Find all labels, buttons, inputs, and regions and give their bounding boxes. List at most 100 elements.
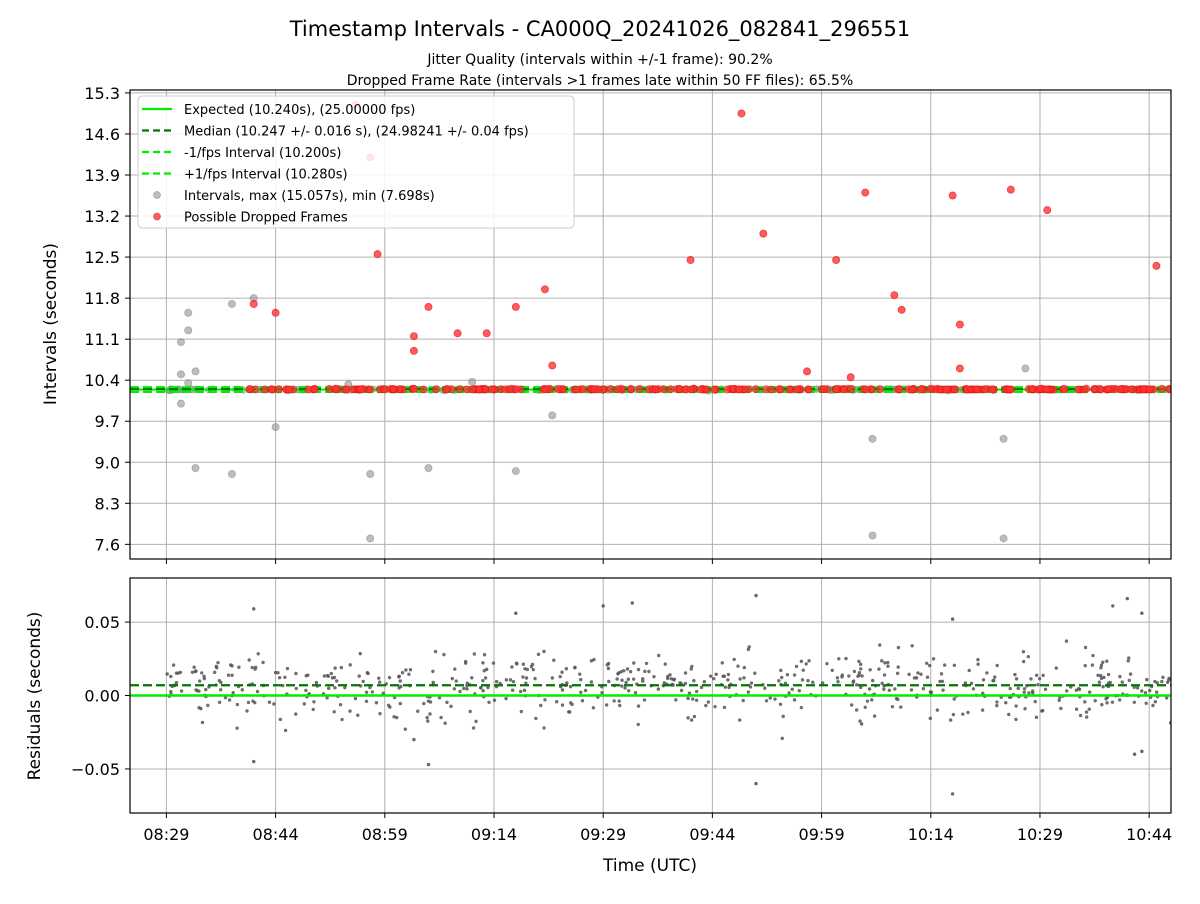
residual-point xyxy=(631,677,636,681)
residual-point xyxy=(445,700,449,705)
residual-point xyxy=(190,670,195,674)
residual-point xyxy=(663,662,667,666)
residual-point xyxy=(408,668,413,672)
residual-point xyxy=(642,698,647,702)
dropped-frame-point xyxy=(926,384,935,393)
residual-point xyxy=(857,659,861,664)
residual-point xyxy=(1099,663,1104,667)
interval-point xyxy=(184,326,193,335)
dropped-frame-point xyxy=(832,256,841,265)
intervals-plot-area xyxy=(130,100,1171,543)
intervals-panel: 7.6 8.3 9.0 9.7 10.4 11.1 11.8 12.5 13.2 13.9 14.6… xyxy=(41,84,1172,564)
residual-point xyxy=(652,674,656,679)
dropped-frame-point xyxy=(767,385,776,394)
x-tick-label: 08:29 xyxy=(143,825,189,844)
residual-point xyxy=(481,689,485,693)
residual-point xyxy=(704,703,708,708)
residual-point xyxy=(514,611,518,615)
interval-point xyxy=(366,469,375,478)
dropped-frame-point xyxy=(862,385,871,394)
residual-point xyxy=(1104,697,1108,701)
legend-label: Intervals, max (15.057s), min (7.698s) xyxy=(184,189,435,204)
residual-point xyxy=(560,688,565,692)
residual-point xyxy=(1057,698,1061,703)
dropped-frame-point xyxy=(366,385,375,394)
residual-point xyxy=(194,688,198,692)
residuals-plot-area xyxy=(130,593,1171,796)
y-tick-label: 11.1 xyxy=(84,330,120,349)
residual-point xyxy=(622,669,626,673)
residual-point xyxy=(620,684,624,688)
residual-point xyxy=(950,792,955,796)
residual-point xyxy=(304,688,308,693)
residual-point xyxy=(392,715,396,719)
residual-point xyxy=(672,678,676,682)
residual-point xyxy=(836,680,840,684)
residual-point xyxy=(1083,645,1088,650)
dropped-frame-point xyxy=(475,385,484,394)
residual-point xyxy=(1091,653,1095,658)
residual-point xyxy=(403,727,408,731)
residual-point xyxy=(357,674,361,678)
residual-point xyxy=(870,698,874,702)
dropped-frame-point xyxy=(285,385,294,394)
residual-point xyxy=(200,671,204,675)
dropped-frame-point xyxy=(895,385,904,394)
legend-label: Median (10.247 +/- 0.016 s), (24.98241 +… xyxy=(184,125,529,140)
residual-point xyxy=(1074,707,1079,711)
residual-point xyxy=(1014,677,1019,681)
residual-point xyxy=(777,679,781,683)
residual-point xyxy=(607,679,611,684)
residual-point xyxy=(754,593,758,598)
residual-point xyxy=(171,663,176,667)
residual-point xyxy=(1099,673,1103,678)
residual-point xyxy=(694,698,699,702)
residual-point xyxy=(643,669,647,674)
residual-point xyxy=(606,661,611,666)
residual-point xyxy=(223,695,228,700)
residual-point xyxy=(1033,699,1037,704)
residual-point xyxy=(952,697,956,701)
residual-point xyxy=(880,659,884,663)
interval-point xyxy=(271,423,280,432)
residual-point xyxy=(790,687,794,691)
dropped-frame-point xyxy=(735,385,744,394)
chart-subtitle-jitter: Jitter Quality (intervals within +/-1 fr… xyxy=(426,52,772,68)
residual-point xyxy=(514,661,519,665)
residual-point xyxy=(1004,701,1008,705)
residual-point xyxy=(1029,677,1033,681)
residual-point xyxy=(312,700,316,704)
residual-point xyxy=(558,674,562,679)
residual-point xyxy=(1128,672,1133,676)
residual-point xyxy=(910,644,914,648)
residual-point xyxy=(950,617,955,621)
dropped-frame-point xyxy=(274,385,283,394)
residual-point xyxy=(366,671,370,676)
residual-point xyxy=(524,676,529,680)
residual-point xyxy=(1126,659,1130,663)
dropped-frame-point xyxy=(1104,385,1113,394)
dropped-frame-point xyxy=(1028,385,1037,394)
residual-point xyxy=(1135,686,1140,690)
dropped-frame-point xyxy=(917,385,926,394)
chart-title: Timestamp Intervals - CA000Q_20241026_08… xyxy=(289,17,911,42)
residual-point xyxy=(942,663,947,667)
residual-point xyxy=(636,722,640,727)
residual-point xyxy=(1110,700,1115,704)
dropped-frame-point xyxy=(696,385,705,394)
residual-point xyxy=(702,680,707,684)
dropped-frame-point xyxy=(409,332,418,341)
residual-point xyxy=(206,703,210,708)
interval-point xyxy=(511,467,520,476)
residuals-panel: −0.050.000.05 08:29 08:44 08:59 09:14 09:29 0… xyxy=(25,577,1172,876)
residual-point xyxy=(931,657,936,661)
residual-point xyxy=(1132,700,1137,704)
residual-point xyxy=(1105,659,1109,663)
residual-point xyxy=(348,709,352,713)
residual-point xyxy=(837,657,841,661)
y-tick-label: 11.8 xyxy=(84,289,120,308)
residual-point xyxy=(573,666,577,670)
residual-point xyxy=(880,681,884,686)
residual-point xyxy=(1160,679,1164,684)
residual-point xyxy=(1120,680,1124,684)
